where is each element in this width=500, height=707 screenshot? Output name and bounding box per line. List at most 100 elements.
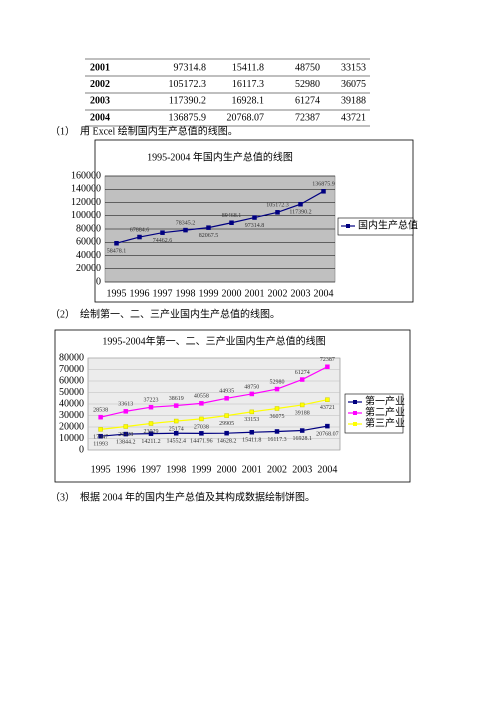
table-cell: 2003 bbox=[90, 96, 110, 107]
y-tick-label: 20000 bbox=[76, 263, 101, 274]
table-cell: 61274 bbox=[295, 96, 320, 107]
data-label: 25174 bbox=[169, 426, 184, 432]
legend-label: 第二产业 bbox=[365, 405, 405, 418]
data-label: 72387 bbox=[320, 357, 335, 363]
data-label: 136875.9 bbox=[312, 182, 335, 188]
data-label: 13844.2 bbox=[116, 439, 136, 445]
x-tick-label: 1997 bbox=[153, 288, 173, 299]
x-tick-label: 1997 bbox=[141, 464, 161, 475]
table-cell: 2002 bbox=[90, 79, 110, 90]
data-label: 40558 bbox=[194, 394, 209, 400]
data-label: 28538 bbox=[93, 408, 108, 414]
data-label: 15411.8 bbox=[242, 438, 261, 444]
point bbox=[325, 364, 330, 370]
x-tick-label: 2000 bbox=[222, 288, 242, 299]
x-tick-label: 1999 bbox=[191, 464, 211, 475]
x-tick-label: 1996 bbox=[116, 464, 136, 475]
point bbox=[183, 227, 188, 233]
point bbox=[252, 215, 257, 220]
x-tick-label: 1996 bbox=[130, 288, 150, 299]
y-tick-label: 60000 bbox=[59, 375, 84, 386]
y-tick-label: 0 bbox=[79, 444, 84, 455]
table-cell: 52980 bbox=[295, 79, 320, 90]
series-line bbox=[116, 190, 324, 244]
x-tick-label: 2003 bbox=[292, 464, 312, 475]
legend-marker bbox=[353, 422, 357, 426]
point bbox=[123, 431, 129, 437]
x-tick-label: 2002 bbox=[268, 288, 288, 299]
point bbox=[148, 421, 154, 426]
point bbox=[137, 234, 142, 240]
point bbox=[299, 428, 305, 433]
legend-label: 第三产业 bbox=[365, 416, 405, 429]
point bbox=[224, 430, 229, 436]
y-tick-label: 60000 bbox=[76, 237, 101, 248]
data-label: 16928.1 bbox=[292, 436, 312, 442]
legend-box bbox=[337, 217, 414, 236]
data-label: 14628.2 bbox=[217, 439, 237, 445]
data-label: 38619 bbox=[169, 396, 184, 402]
table-cell: 43721 bbox=[341, 112, 366, 123]
table-cell: 2004 bbox=[90, 112, 110, 123]
chart-title: 1995-2004 年国内生产总值的线图 bbox=[147, 150, 293, 163]
table-cell: 15411.8 bbox=[232, 62, 264, 73]
table-cell: 2001 bbox=[90, 62, 110, 73]
point bbox=[98, 433, 103, 439]
point bbox=[274, 429, 280, 434]
point bbox=[173, 418, 179, 424]
data-label: 61274 bbox=[295, 370, 310, 376]
point bbox=[224, 413, 229, 418]
point bbox=[229, 220, 234, 225]
point bbox=[98, 427, 103, 432]
series-line bbox=[100, 425, 328, 437]
caption: （1） 用 Excel 绘制国内生产总值的线图。 bbox=[50, 124, 238, 137]
data-label: 37223 bbox=[144, 398, 159, 404]
point bbox=[199, 401, 204, 406]
data-label: 36075 bbox=[270, 414, 285, 420]
series-line bbox=[100, 366, 328, 418]
caption: （3） 根据 2004 年的国内生产总值及其构成数据绘制饼图。 bbox=[50, 490, 315, 503]
point bbox=[173, 403, 179, 408]
series-line bbox=[100, 399, 328, 430]
data-label: 97314.8 bbox=[245, 223, 265, 229]
y-tick-label: 140000 bbox=[71, 184, 101, 195]
data-label: 78345.2 bbox=[176, 220, 196, 226]
data-label: 67884.6 bbox=[130, 227, 150, 233]
point bbox=[275, 210, 280, 215]
x-tick-label: 1998 bbox=[166, 464, 186, 475]
data-label: 58478.1 bbox=[107, 249, 127, 255]
table-cell: 16117.3 bbox=[232, 79, 264, 90]
point bbox=[148, 431, 154, 436]
caption: （2） 绘制第一、二、三产业国内生产总值的线图。 bbox=[50, 307, 280, 320]
data-label: 16117.3 bbox=[267, 437, 286, 443]
data-label: 43721 bbox=[320, 405, 335, 411]
y-tick-label: 50000 bbox=[59, 387, 84, 398]
point bbox=[123, 424, 129, 429]
data-label: 82067.5 bbox=[199, 233, 219, 239]
legend-label: 第一产业 bbox=[365, 394, 405, 407]
y-tick-label: 70000 bbox=[59, 364, 84, 375]
legend-marker bbox=[353, 400, 357, 404]
y-tick-label: 40000 bbox=[59, 398, 84, 409]
point bbox=[298, 201, 303, 207]
data-label: 89468.1 bbox=[222, 213, 242, 219]
point bbox=[321, 189, 326, 194]
data-label: 11993 bbox=[93, 442, 108, 448]
table-cell: 20768.07 bbox=[227, 112, 265, 123]
y-tick-label: 120000 bbox=[71, 197, 101, 208]
data-label: 14211.2 bbox=[141, 439, 160, 445]
legend-label: 国内生产总值 bbox=[358, 218, 418, 231]
table-cell: 16928.1 bbox=[232, 96, 265, 107]
point bbox=[249, 430, 255, 435]
data-label: 48750 bbox=[244, 384, 259, 390]
point bbox=[274, 386, 280, 392]
point bbox=[224, 396, 229, 401]
table-cell: 117390.2 bbox=[169, 96, 206, 107]
data-label: 44935 bbox=[219, 389, 234, 395]
point bbox=[160, 230, 165, 235]
y-tick-label: 100000 bbox=[71, 210, 101, 221]
data-label: 52980 bbox=[270, 379, 285, 385]
point bbox=[325, 397, 330, 402]
